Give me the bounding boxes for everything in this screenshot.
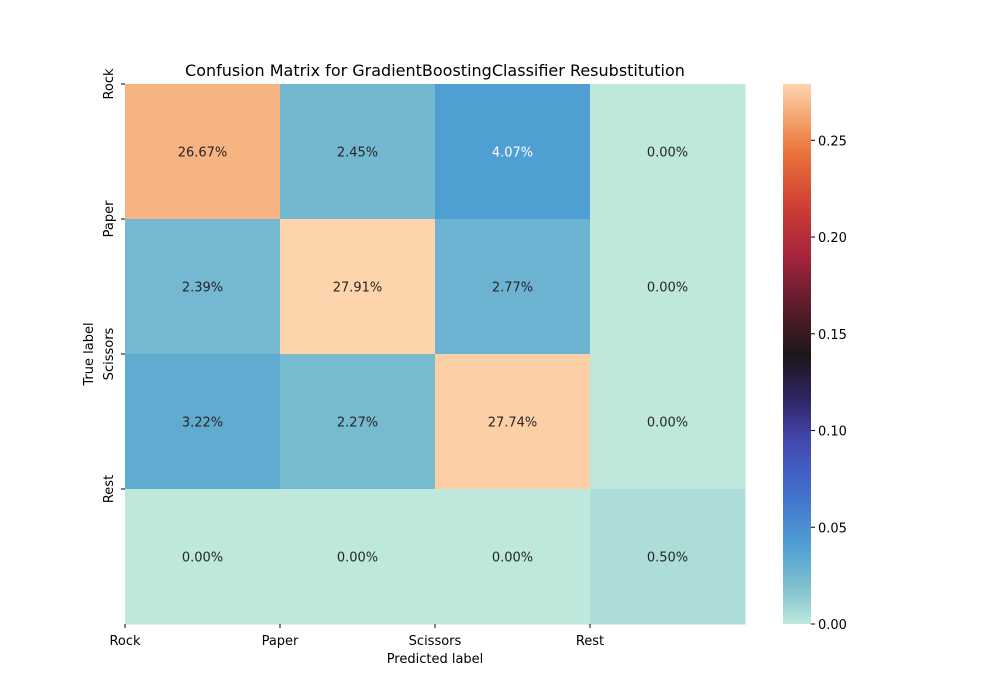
cell-value-label: 0.00% bbox=[647, 146, 688, 161]
heatmap-cell bbox=[590, 354, 746, 490]
colorbar: 0.00 0.05 0.10 0.15 0.20 0.25 bbox=[783, 84, 847, 633]
x-tick-label: Scissors bbox=[409, 634, 462, 649]
heatmap-cell bbox=[125, 219, 281, 355]
chart-title: Confusion Matrix for GradientBoostingCla… bbox=[185, 61, 685, 80]
heatmap-cell bbox=[125, 84, 281, 220]
cell-value-label: 27.91% bbox=[333, 281, 383, 296]
heatmap-cell bbox=[590, 489, 746, 625]
heatmap-cell bbox=[435, 84, 591, 220]
colorbar-tick-label: 0.15 bbox=[818, 328, 847, 343]
heatmap-cell bbox=[590, 219, 746, 355]
y-tick-label: Paper bbox=[102, 200, 117, 237]
heatmap-cell bbox=[590, 84, 746, 220]
heatmap-cell bbox=[435, 489, 591, 625]
heatmap-cell bbox=[280, 219, 436, 355]
cell-value-label: 2.39% bbox=[182, 281, 223, 296]
cell-value-label: 27.74% bbox=[488, 416, 538, 431]
x-tick-label: Rock bbox=[109, 634, 141, 649]
colorbar-gradient bbox=[783, 84, 811, 624]
heatmap-cell bbox=[280, 354, 436, 490]
cell-value-label: 0.00% bbox=[337, 551, 378, 566]
x-axis: Rock Paper Scissors Rest bbox=[109, 624, 604, 649]
y-tick-label: Rock bbox=[102, 68, 117, 100]
cell-value-label: 0.00% bbox=[492, 551, 533, 566]
cell-value-label: 2.27% bbox=[337, 416, 378, 431]
cell-value-label: 2.77% bbox=[492, 281, 533, 296]
heatmap-cell bbox=[125, 354, 281, 490]
heatmap-cell bbox=[280, 84, 436, 220]
cell-value-label: 4.07% bbox=[492, 146, 533, 161]
x-axis-label: Predicted label bbox=[387, 652, 484, 667]
heatmap-cell bbox=[125, 489, 281, 625]
y-tick-label: Scissors bbox=[102, 327, 117, 380]
cell-value-label: 26.67% bbox=[178, 146, 228, 161]
cell-value-label: 0.50% bbox=[647, 551, 688, 566]
y-axis-label: True label bbox=[82, 322, 97, 386]
x-tick-label: Paper bbox=[262, 634, 299, 649]
colorbar-tick-label: 0.10 bbox=[818, 425, 847, 440]
x-tick-label: Rest bbox=[576, 634, 604, 649]
cell-value-label: 2.45% bbox=[337, 146, 378, 161]
colorbar-tick-label: 0.00 bbox=[818, 618, 847, 633]
cell-value-label: 0.00% bbox=[647, 416, 688, 431]
cell-value-label: 3.22% bbox=[182, 416, 223, 431]
heatmap-cell bbox=[435, 219, 591, 355]
cell-value-label: 0.00% bbox=[182, 551, 223, 566]
colorbar-tick-label: 0.05 bbox=[818, 521, 847, 536]
cell-value-label: 0.00% bbox=[647, 281, 688, 296]
heatmap-cell bbox=[280, 489, 436, 625]
colorbar-tick-label: 0.20 bbox=[818, 231, 847, 246]
heatmap-cells: 26.67% 2.45% 4.07% 0.00% 2.39% 27.91% 2.77% 0.0… bbox=[125, 84, 746, 625]
colorbar-tick-label: 0.25 bbox=[818, 134, 847, 149]
heatmap-cell bbox=[435, 354, 591, 490]
y-axis: Rock Paper Scissors Rest bbox=[102, 68, 125, 503]
y-tick-label: Rest bbox=[102, 475, 117, 503]
